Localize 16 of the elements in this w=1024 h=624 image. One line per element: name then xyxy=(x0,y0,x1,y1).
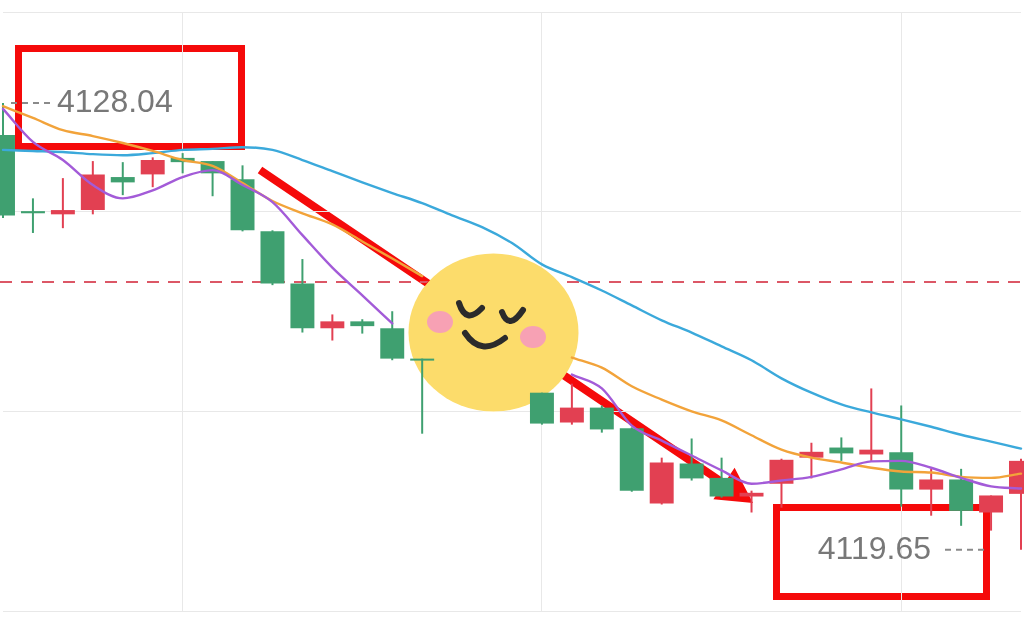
candlestick xyxy=(50,177,75,230)
candlestick xyxy=(679,437,704,482)
candlestick xyxy=(410,357,435,435)
candlestick xyxy=(320,313,345,342)
candlestick xyxy=(769,457,794,509)
candlestick xyxy=(110,161,135,197)
annotation: 4128.04 xyxy=(57,82,173,119)
candlestick xyxy=(739,489,764,514)
candlestick xyxy=(20,197,45,234)
candlestick xyxy=(919,467,944,517)
candlestick xyxy=(140,156,165,189)
candlestick xyxy=(559,382,584,426)
candlestick xyxy=(589,404,614,434)
candlestick xyxy=(979,494,1004,532)
annotation: 4119.65 xyxy=(817,529,931,566)
candlestick xyxy=(709,456,734,499)
